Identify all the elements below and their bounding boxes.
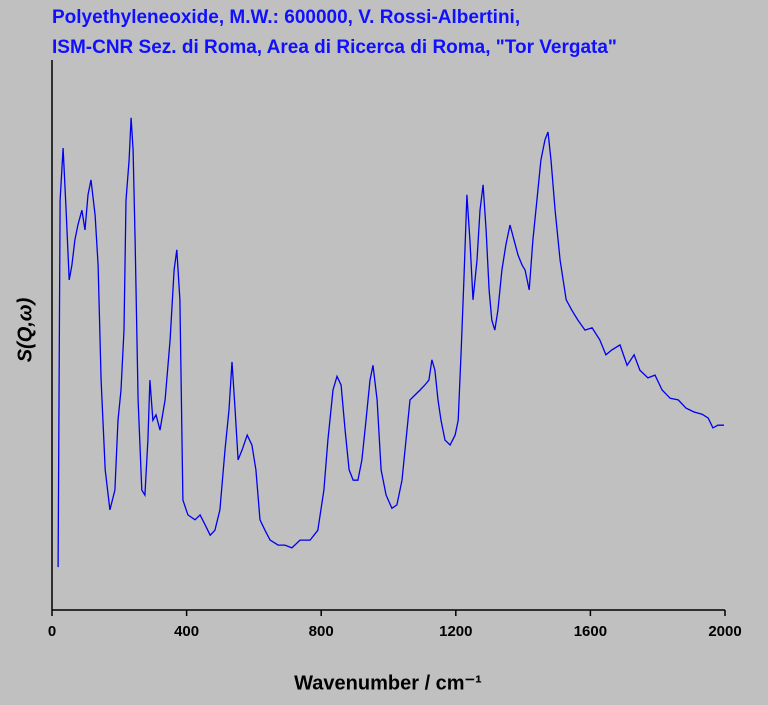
- x-tick-label: 2000: [708, 623, 741, 640]
- x-tick-label: 0: [48, 623, 56, 640]
- chart-title: Polyethyleneoxide, M.W.: 600000, V. Ross…: [52, 7, 520, 28]
- chart-subtitle: ISM-CNR Sez. di Roma, Area di Ricerca di…: [52, 37, 617, 58]
- x-tick-label: 800: [309, 623, 334, 640]
- x-tick-label: 400: [174, 623, 199, 640]
- x-tick-label: 1200: [439, 623, 472, 640]
- x-tick-label: 1600: [574, 623, 607, 640]
- y-axis-label: S(Q,ω): [14, 297, 36, 362]
- x-axis-label: Wavenumber / cm⁻¹: [294, 672, 482, 694]
- data-line: [57, 117, 724, 568]
